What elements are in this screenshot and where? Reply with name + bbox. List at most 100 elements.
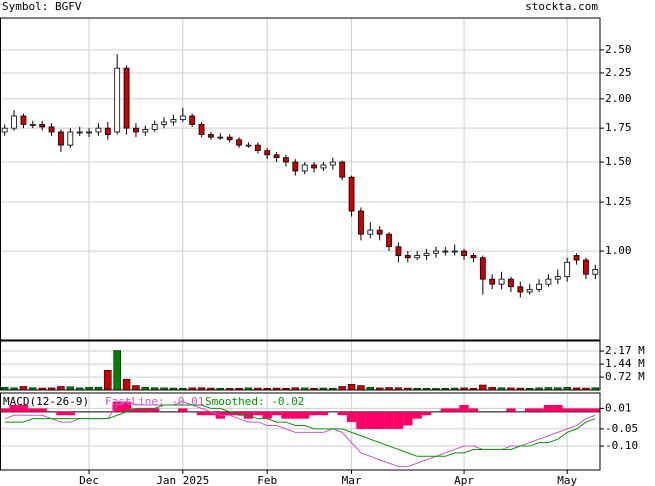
histogram-bar — [65, 411, 75, 416]
candle-body — [526, 288, 533, 293]
histogram-bar — [525, 408, 535, 412]
histogram-bar — [356, 411, 366, 429]
candle-body — [11, 115, 17, 129]
histogram-bar — [0, 408, 10, 412]
candle-body — [479, 257, 486, 280]
histogram-bar — [140, 408, 150, 412]
candle-body — [1, 127, 8, 133]
x-tick-label: Feb — [257, 474, 277, 486]
chart-title: Symbol: BGFV — [2, 0, 82, 13]
volume-bar — [122, 378, 131, 391]
candle-body — [142, 129, 149, 133]
candle-body — [58, 131, 64, 146]
candle-body — [329, 161, 336, 166]
candle-body — [508, 278, 514, 288]
candle-body — [404, 255, 411, 259]
candle-body — [161, 121, 167, 125]
histogram-bar — [506, 408, 516, 412]
candle-body — [39, 124, 46, 128]
histogram-bar — [112, 401, 122, 412]
histogram-bar — [562, 408, 572, 412]
histogram-bar — [468, 408, 479, 412]
histogram-bar — [553, 404, 563, 412]
histogram-bar — [421, 411, 432, 416]
candle-body — [386, 233, 392, 248]
y-tick-label: 2.50 — [605, 43, 632, 56]
y-tick-label: 0.72 M — [605, 370, 645, 383]
candle-body — [536, 283, 542, 290]
volume-bar — [338, 386, 346, 391]
y-tick-label: 1.00 — [605, 244, 632, 257]
histogram-bar — [290, 411, 300, 419]
macd-line — [4, 404, 596, 457]
y-tick-label: -0.10 — [605, 439, 638, 452]
histogram-bar — [403, 411, 413, 426]
volume-bar — [113, 350, 121, 391]
candle-body — [208, 134, 214, 138]
candle-body — [311, 164, 317, 169]
candle-body — [301, 164, 308, 172]
candle-body — [592, 268, 599, 275]
candle-body — [414, 255, 421, 259]
candle-body — [339, 161, 346, 178]
histogram-bar — [534, 408, 544, 412]
candle-body — [470, 255, 477, 259]
histogram-bar — [121, 401, 132, 412]
panel-frame — [0, 340, 601, 391]
plot-layer: 2.50 2.25 2.00 1.75 1.50 1.25 1.00 2.17 M1.44 M… — [0, 17, 645, 486]
histogram-bar — [440, 408, 450, 412]
y-tick-label: 1.75 — [605, 121, 632, 134]
candle-body — [554, 276, 561, 280]
histogram-bar — [300, 411, 310, 419]
histogram-bar — [543, 404, 554, 412]
histogram-bar — [131, 408, 141, 412]
histogram-bar — [253, 411, 263, 416]
y-tick-label: 1.50 — [605, 155, 632, 168]
histogram-bar — [196, 411, 207, 416]
x-tick-label: Apr — [454, 474, 474, 486]
x-tick-label: Dec — [79, 474, 99, 486]
histogram-bar — [318, 411, 329, 416]
candle-body — [86, 131, 92, 134]
y-tick-label: 2.25 — [605, 66, 632, 79]
panel-frame — [0, 392, 601, 471]
volume-bar — [19, 386, 28, 391]
histogram-bar — [309, 411, 319, 416]
legend-entry: FastLine: -0.01 — [105, 395, 204, 408]
histogram-bar — [225, 411, 235, 416]
candle-body — [264, 150, 271, 156]
candle-body — [451, 250, 458, 253]
histogram-bar — [37, 408, 47, 412]
histogram-bar — [150, 408, 160, 412]
y-tick-label: 1.44 M — [605, 357, 645, 370]
candle-body — [29, 124, 36, 126]
candle-body — [48, 126, 55, 133]
candle-body — [104, 127, 111, 135]
candle-body — [489, 278, 496, 285]
candle-body — [583, 259, 589, 275]
x-tick-label: Jan 2025 — [156, 474, 209, 486]
histogram-bar — [450, 408, 460, 412]
histogram-bar — [206, 411, 216, 416]
y-tick-label: 2.17 M — [605, 344, 645, 357]
volume-bar — [57, 386, 65, 391]
candle-body — [545, 278, 552, 285]
candle-body — [170, 119, 177, 123]
candle-body — [442, 250, 449, 253]
candle-body — [433, 250, 439, 254]
histogram-bar — [393, 411, 404, 429]
source-label: stockta.com — [525, 0, 598, 13]
y-tick-label: 2.00 — [605, 92, 632, 105]
candle-body — [498, 278, 505, 285]
y-tick-label: -0.05 — [605, 422, 638, 435]
candle-body — [517, 286, 524, 293]
macd-title: MACD(12-26-9) — [3, 395, 89, 408]
histogram-bar — [365, 411, 375, 429]
candle-body — [376, 229, 383, 235]
candle-body — [133, 127, 139, 133]
candle-body — [189, 115, 196, 125]
histogram-bar — [234, 411, 244, 416]
candle-body — [292, 161, 299, 172]
candle-body — [423, 252, 430, 256]
